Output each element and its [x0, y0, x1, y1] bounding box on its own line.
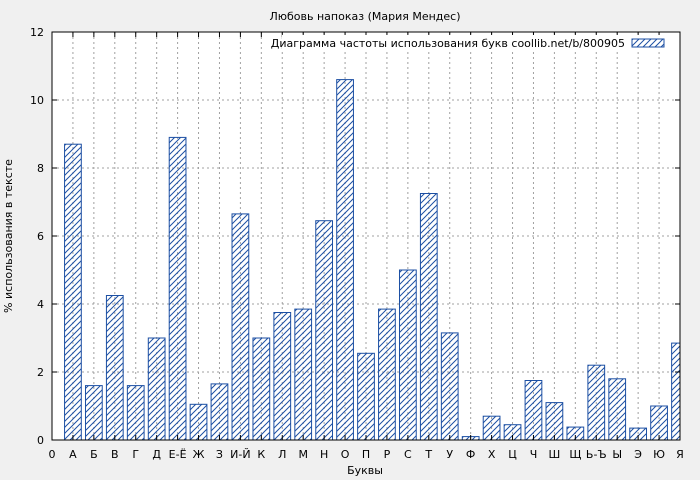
- x-tick-label: Т: [424, 448, 432, 461]
- y-tick-label: 8: [37, 162, 44, 175]
- x-tick-label: Х: [488, 448, 496, 461]
- x-tick-label: С: [404, 448, 412, 461]
- bar-Т: [419, 193, 438, 441]
- x-tick-label: В: [111, 448, 119, 461]
- y-axis-label: % использования в тексте: [2, 159, 15, 313]
- bar-Е-Ё: [168, 136, 187, 441]
- x-tick-label: И-Й: [230, 448, 250, 461]
- x-tick-label: Щ: [569, 448, 581, 461]
- bars: [64, 79, 681, 441]
- bar-Я: [671, 342, 681, 441]
- x-tick-label: П: [362, 448, 370, 461]
- bar-В: [105, 295, 124, 441]
- x-tick-label: 0: [49, 448, 56, 461]
- bar-Б: [84, 385, 103, 441]
- bar-О: [336, 79, 354, 441]
- bar-Л: [273, 312, 292, 441]
- y-tick-label: 2: [37, 366, 44, 379]
- bar-З: [210, 383, 229, 441]
- x-tick-label: Ю: [653, 448, 665, 461]
- bar-Ч: [524, 380, 543, 441]
- x-tick-label: Ф: [466, 448, 475, 461]
- bar-Д: [147, 337, 166, 441]
- x-tick-label: Я: [676, 448, 684, 461]
- x-tick-label: Ы: [612, 448, 622, 461]
- bar-К: [252, 337, 271, 441]
- x-tick-label: Б: [90, 448, 98, 461]
- bar-С: [398, 269, 417, 441]
- y-tick-label: 0: [37, 434, 44, 447]
- x-tick-label: Ц: [508, 448, 517, 461]
- bar-У: [440, 332, 459, 441]
- bar-Ж: [189, 403, 208, 441]
- bar-Ю: [650, 405, 668, 441]
- bar-М: [294, 308, 313, 441]
- x-tick-label: Ж: [193, 448, 205, 461]
- x-tick-label: Л: [278, 448, 286, 461]
- bar-Ь-Ъ: [587, 364, 606, 441]
- x-axis-ticks: 0 А Б В Г Д Е-Ё Ж З И-Й К Л М Н О П Р С Т У Ф Х Ц Ч Ш Щ Ь-Ъ Ы Э Ю Я: [49, 32, 684, 461]
- legend-swatch: [631, 38, 665, 48]
- x-tick-label: Э: [634, 448, 642, 461]
- x-tick-label: У: [446, 448, 453, 461]
- chart-title: Любовь напоказ (Мария Мендес): [269, 10, 460, 23]
- x-tick-label: Р: [384, 448, 391, 461]
- bar-Ы: [608, 378, 627, 441]
- x-tick-label: Ч: [530, 448, 538, 461]
- x-tick-label: М: [298, 448, 308, 461]
- x-tick-label: Е-Ё: [169, 448, 187, 461]
- x-tick-label: Ь-Ъ: [586, 448, 607, 461]
- bar-Р: [378, 308, 396, 441]
- legend-label: Диаграмма частоты использования букв coo…: [271, 37, 625, 50]
- y-tick-label: 10: [30, 94, 44, 107]
- x-tick-label: Д: [152, 448, 161, 461]
- bar-И-Й: [231, 213, 250, 441]
- y-tick-label: 6: [37, 230, 44, 243]
- y-axis-ticks: 0 2 4 6 8 10 12: [30, 26, 680, 447]
- x-tick-label: Н: [320, 448, 328, 461]
- x-tick-label: З: [216, 448, 223, 461]
- x-tick-label: Ш: [549, 448, 561, 461]
- bar-Н: [315, 220, 334, 441]
- bar-Ш: [545, 402, 564, 441]
- x-tick-label: О: [341, 448, 350, 461]
- bar-А: [64, 143, 82, 441]
- y-tick-label: 4: [37, 298, 44, 311]
- x-tick-label: Г: [132, 448, 139, 461]
- bar-П: [357, 352, 375, 441]
- x-axis-label: Буквы: [347, 464, 383, 477]
- x-tick-label: А: [69, 448, 77, 461]
- legend: Диаграмма частоты использования букв coo…: [271, 35, 678, 51]
- legend-background: [282, 35, 678, 51]
- x-tick-label: К: [257, 448, 265, 461]
- y-tick-label: 12: [30, 26, 44, 39]
- bar-Г: [126, 385, 145, 441]
